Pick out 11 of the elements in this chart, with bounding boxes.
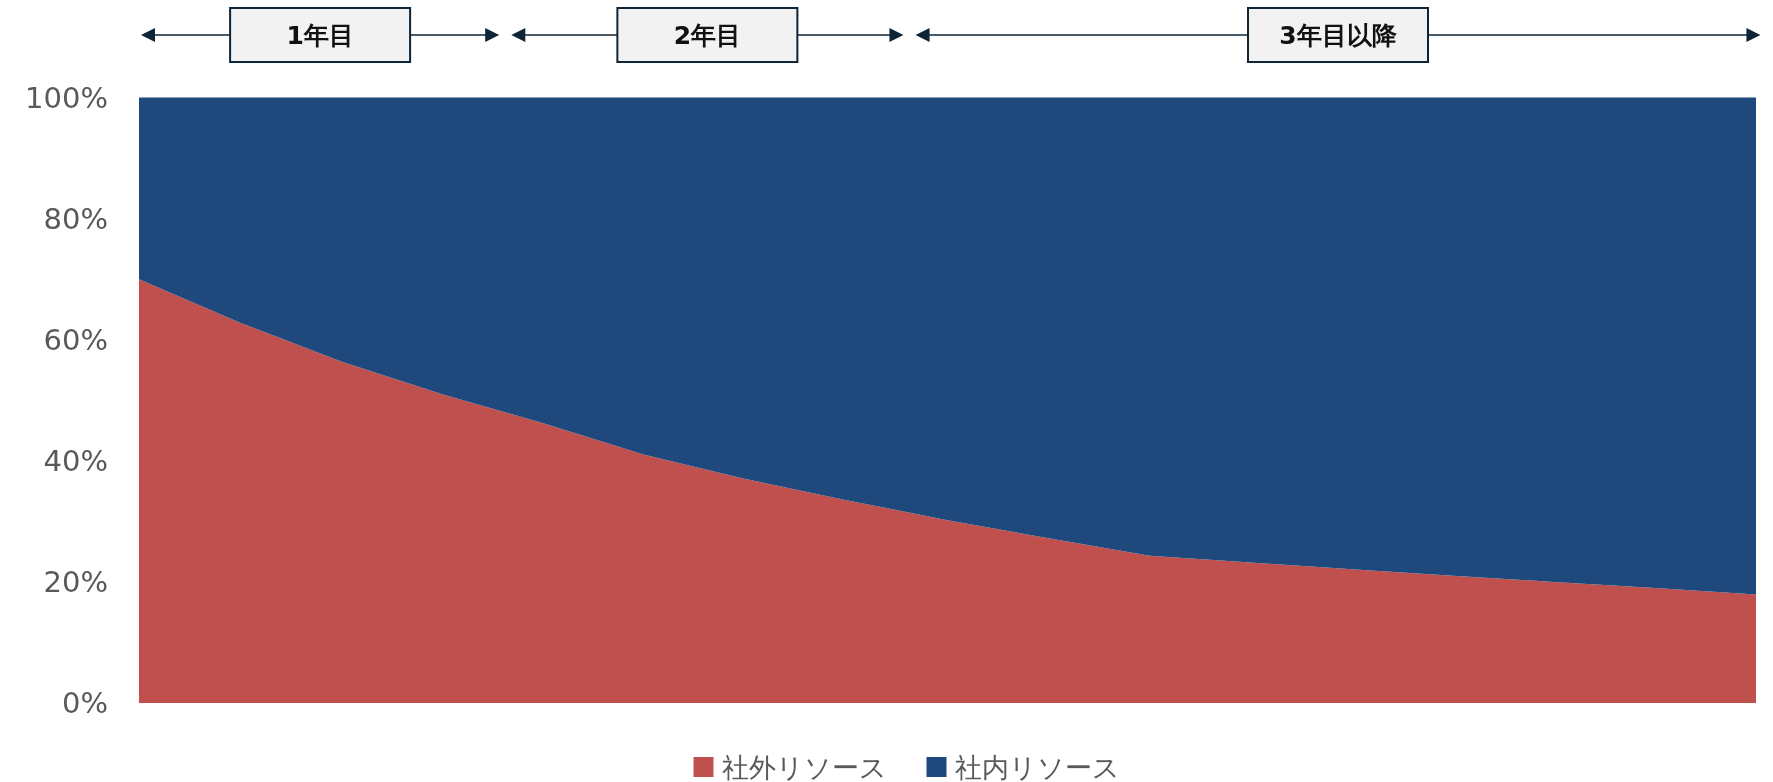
y-tick-label: 0%: [61, 686, 108, 720]
y-tick-label: 40%: [43, 443, 108, 478]
y-tick-label: 80%: [43, 201, 108, 236]
text: 1年目: [286, 21, 354, 50]
legend-label: 社外リソース: [721, 752, 887, 782]
y-tick-label: 60%: [43, 322, 108, 357]
text: 2年目: [673, 21, 742, 50]
legend-label: 社内リソース: [954, 752, 1120, 782]
y-tick-label: 100%: [25, 80, 108, 115]
text: 3年目以降: [1279, 21, 1398, 50]
y-tick-label: 20%: [43, 564, 108, 599]
